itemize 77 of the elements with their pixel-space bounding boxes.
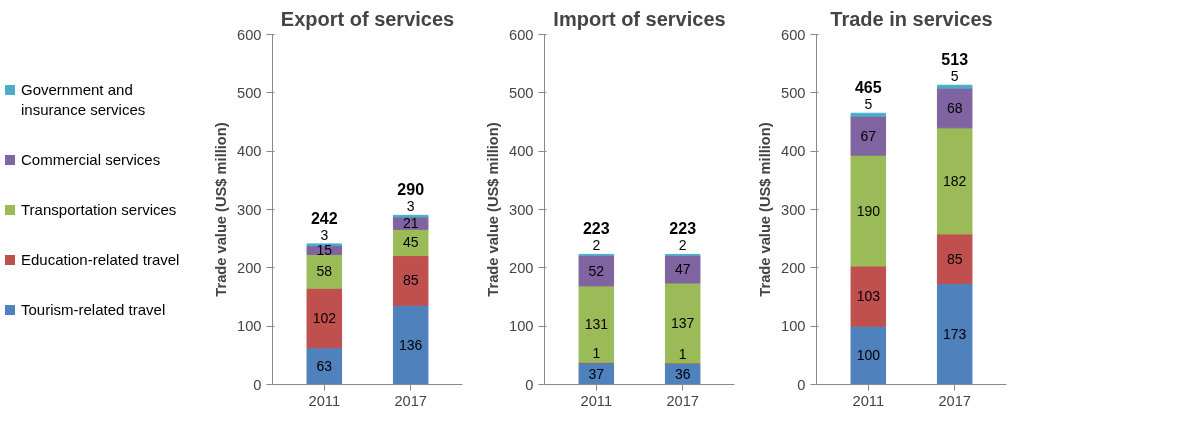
legend-item: Government and insurance services (5, 80, 185, 120)
data-label: 3 (320, 226, 329, 243)
chart-title: Trade in services (830, 7, 993, 30)
data-label: 52 (588, 262, 605, 279)
data-label: 63 (316, 358, 333, 375)
y-axis-title: Trade value (US$ million) (757, 122, 774, 297)
y-tick-label: 400 (237, 143, 262, 160)
legend-item: Tourism-related travel (5, 300, 185, 320)
x-tick-label: 2017 (394, 392, 427, 409)
total-label: 465 (854, 79, 882, 97)
y-tick-label: 600 (237, 26, 262, 43)
data-label: 173 (943, 326, 967, 343)
data-label: 131 (584, 316, 609, 333)
data-label: 47 (674, 261, 691, 278)
y-tick-label: 500 (781, 84, 806, 101)
total-label: 223 (669, 220, 697, 238)
y-tick-label: 600 (781, 26, 806, 43)
data-label: 37 (588, 365, 605, 382)
total-label: 242 (310, 209, 338, 227)
y-axis-title: Trade value (US$ million) (213, 122, 230, 297)
y-tick-label: 100 (237, 318, 262, 335)
total-label: 290 (397, 181, 425, 199)
data-label: 5 (864, 96, 873, 113)
data-label: 136 (399, 336, 423, 353)
y-tick-label: 400 (509, 143, 534, 160)
legend-item: Education-related travel (5, 250, 185, 270)
y-tick-label: 0 (525, 376, 534, 393)
x-tick-label: 2011 (580, 392, 613, 409)
data-label: 137 (671, 314, 695, 331)
data-label: 3 (406, 198, 415, 215)
data-label: 2 (592, 237, 601, 254)
data-label: 45 (402, 234, 419, 251)
data-label: 182 (943, 172, 967, 189)
x-tick-label: 2017 (666, 392, 699, 409)
data-label: 100 (856, 347, 881, 364)
data-label: 102 (312, 310, 337, 326)
x-tick-label: 2011 (852, 392, 885, 409)
y-tick-label: 400 (781, 143, 806, 160)
y-tick-label: 500 (237, 84, 262, 101)
y-tick-label: 0 (797, 376, 806, 393)
x-tick-label: 2011 (308, 392, 341, 409)
data-label: 15 (316, 242, 333, 259)
data-label: 36 (674, 366, 691, 382)
y-tick-label: 100 (509, 318, 534, 335)
data-label: 103 (856, 288, 881, 305)
y-tick-label: 300 (509, 201, 534, 218)
data-label: 2 (678, 237, 687, 254)
y-axis-title: Trade value (US$ million) (485, 122, 502, 297)
data-label: 85 (946, 250, 963, 267)
y-tick-label: 0 (253, 376, 262, 393)
data-label: 67 (860, 127, 877, 144)
total-label: 223 (582, 220, 610, 238)
y-tick-label: 200 (781, 259, 806, 276)
data-label: 21 (402, 215, 419, 232)
data-label: 85 (402, 272, 419, 289)
data-label: 68 (946, 100, 963, 116)
y-tick-label: 200 (237, 259, 262, 276)
x-tick-label: 2017 (938, 392, 971, 409)
total-label: 513 (941, 51, 969, 69)
chart-title: Import of services (553, 7, 726, 30)
legend-label: Government and insurance services (21, 80, 147, 120)
legend-label: Tourism-related travel (21, 300, 166, 320)
data-label: 5 (950, 68, 959, 85)
chart-title: Export of services (280, 7, 455, 30)
data-label: 1 (592, 345, 601, 362)
y-tick-label: 300 (781, 201, 806, 218)
legend-item: Transportation services (5, 200, 185, 220)
data-label: 58 (316, 263, 333, 280)
legend-item: Commercial services (5, 150, 185, 170)
legend-label: Commercial services (21, 150, 161, 170)
data-label: 1 (678, 345, 687, 362)
y-tick-label: 500 (509, 84, 534, 101)
y-tick-label: 300 (237, 201, 262, 218)
y-tick-label: 100 (781, 318, 806, 335)
y-tick-label: 600 (509, 26, 534, 43)
y-tick-label: 200 (509, 259, 534, 276)
data-label: 190 (856, 202, 881, 219)
